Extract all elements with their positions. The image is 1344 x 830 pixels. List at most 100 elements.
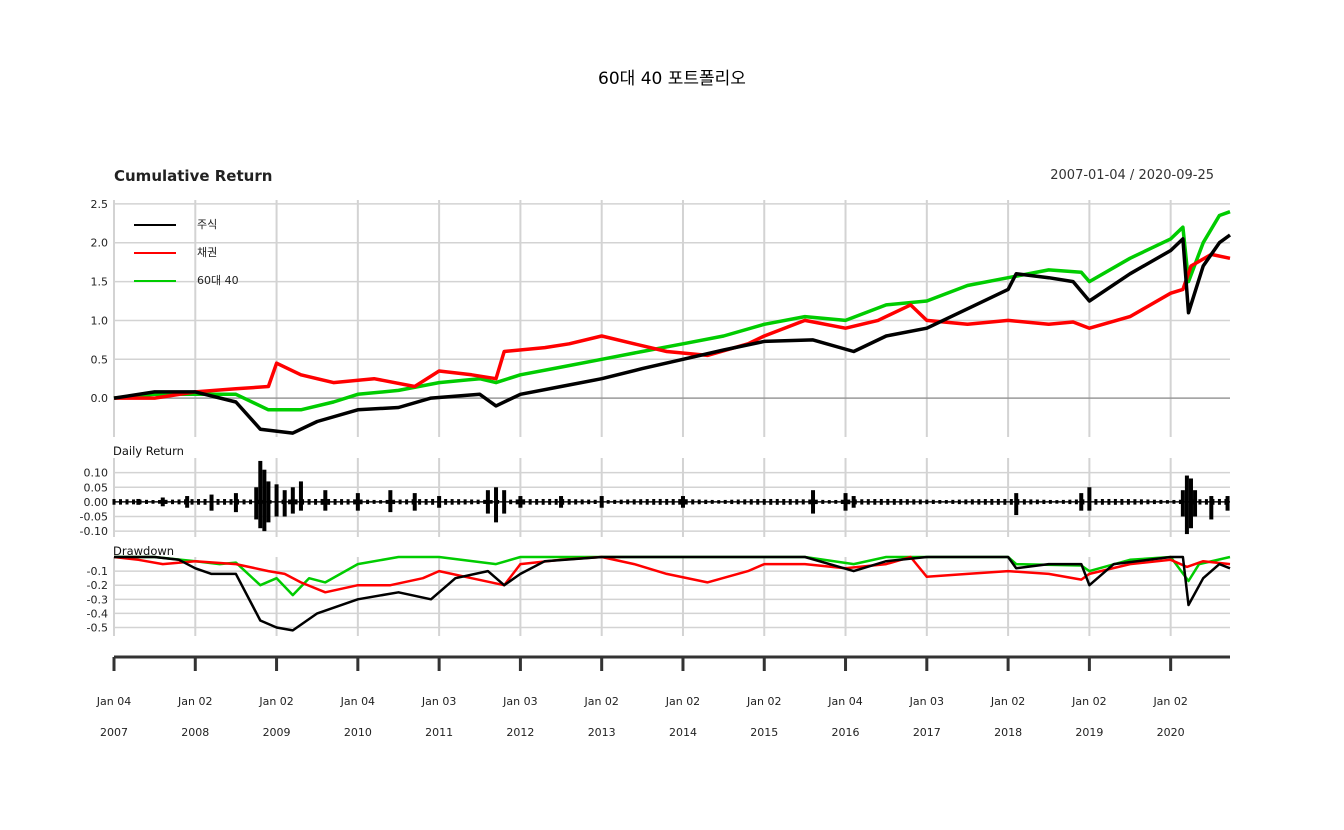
daily-return-bar: [697, 499, 701, 505]
daily-return-bar: [1113, 498, 1117, 505]
daily-return-bar-down: [1193, 501, 1198, 517]
daily-return-bar-up: [274, 484, 279, 502]
daily-return-bar-down: [1209, 501, 1214, 520]
legend-label: 60대 40: [197, 274, 239, 287]
daily-return-bar: [184, 499, 188, 505]
daily-return-bar-up: [282, 490, 287, 502]
y-tick-label: 0.5: [91, 353, 109, 366]
daily-return-bar: [119, 499, 123, 505]
daily-return-bar: [151, 500, 155, 504]
daily-return-bar: [288, 499, 292, 505]
daily-return-bar: [925, 499, 929, 505]
daily-return-bar-up: [233, 493, 238, 502]
daily-return-bar: [1022, 499, 1026, 505]
daily-return-bar: [190, 499, 194, 505]
daily-return-bar: [463, 499, 467, 505]
daily-return-bar-up: [388, 490, 393, 502]
daily-return-bar-up: [1014, 493, 1019, 502]
daily-return-bar: [814, 499, 818, 505]
daily-return-bar: [743, 499, 747, 505]
daily-return-bar: [678, 499, 682, 505]
daily-return-bar-up: [290, 487, 295, 502]
daily-return-bar-up: [254, 487, 259, 502]
daily-return-bar-down: [258, 501, 263, 529]
daily-return-bar: [385, 499, 389, 504]
daily-return-bar: [424, 499, 428, 505]
daily-return-bar: [1126, 499, 1130, 505]
daily-return-bar: [853, 499, 857, 505]
daily-return-bar-up: [843, 493, 848, 502]
daily-return-bar-down: [282, 501, 287, 517]
daily-return-bar: [112, 499, 116, 505]
daily-return-bar-down: [254, 501, 259, 520]
daily-return-bar: [294, 499, 298, 505]
y-tick-label: -0.4: [87, 607, 108, 620]
daily-return-bar: [164, 499, 168, 504]
daily-return-bar-down: [437, 501, 442, 508]
x-tick-label-month: Jan 03: [421, 695, 456, 708]
daily-return-bar-up: [1209, 496, 1214, 502]
y-tick-label: 2.5: [91, 198, 109, 211]
daily-return-bar: [522, 499, 526, 505]
daily-return-bar-up: [485, 490, 490, 502]
daily-return-bar-up: [1079, 493, 1084, 502]
daily-return-bar-up: [160, 497, 165, 502]
daily-return-bar-down: [290, 501, 295, 514]
daily-return-bar: [548, 498, 552, 505]
daily-return-bar-up: [412, 493, 417, 502]
x-tick-label-year: 2011: [425, 726, 453, 739]
daily-return-bar: [535, 499, 539, 505]
daily-return-bar: [847, 499, 851, 505]
daily-return-bar-up: [258, 460, 263, 502]
daily-return-bar: [665, 498, 669, 505]
daily-return-bar: [866, 499, 870, 505]
x-tick-label-year: 2012: [506, 726, 534, 739]
daily-return-bar: [860, 499, 864, 505]
daily-return-bar: [671, 499, 675, 505]
daily-return-bar: [996, 498, 1000, 505]
daily-return-bar: [561, 499, 565, 505]
daily-return-bar-up: [518, 496, 523, 502]
x-tick-label-year: 2010: [344, 726, 372, 739]
daily-return-bar-down: [502, 501, 507, 514]
daily-return-bar: [541, 498, 545, 505]
daily-return-bar-up: [1193, 490, 1198, 502]
daily-return-bar: [704, 499, 708, 505]
x-tick-label-month: Jan 02: [1152, 695, 1187, 708]
daily-return-bar: [392, 499, 396, 505]
daily-return-bar: [899, 499, 903, 505]
daily-return-bar: [203, 498, 207, 505]
legend-label: 채권: [197, 246, 217, 259]
series-line-portfolio: [114, 555, 1231, 597]
daily-return-bar-up: [323, 490, 328, 502]
y-tick-label: -0.2: [87, 579, 108, 592]
daily-return-bar: [619, 499, 623, 505]
daily-return-bar-up: [559, 496, 564, 502]
daily-return-bar: [353, 499, 357, 505]
daily-return-bar: [132, 499, 136, 505]
daily-return-bar: [658, 498, 662, 505]
daily-return-bar: [613, 499, 617, 504]
y-tick-label: -0.05: [80, 511, 108, 524]
daily-return-bar: [379, 500, 383, 504]
daily-return-bar-down: [485, 501, 490, 514]
daily-return-bar: [1172, 499, 1176, 504]
y-tick-label: -0.3: [87, 593, 108, 606]
daily-return-bar: [970, 499, 974, 505]
daily-return-bar: [502, 499, 506, 504]
daily-return-bar-down: [388, 501, 393, 513]
daily-return-bar-down: [1180, 501, 1185, 517]
daily-return-bar: [983, 499, 987, 505]
daily-return-bar: [509, 499, 513, 505]
daily-return-bar: [145, 499, 149, 504]
y-tick-label: 0.10: [84, 467, 109, 480]
chart-title: 60대 40 포트폴리오: [598, 69, 746, 89]
daily-return-bar: [1035, 499, 1039, 505]
daily-return-bar: [398, 499, 402, 505]
daily-return-bar: [788, 499, 792, 505]
daily-return-bar: [1204, 499, 1208, 505]
daily-return-bar: [450, 499, 454, 505]
daily-return-bar: [216, 498, 220, 505]
daily-return-bar: [340, 499, 344, 505]
